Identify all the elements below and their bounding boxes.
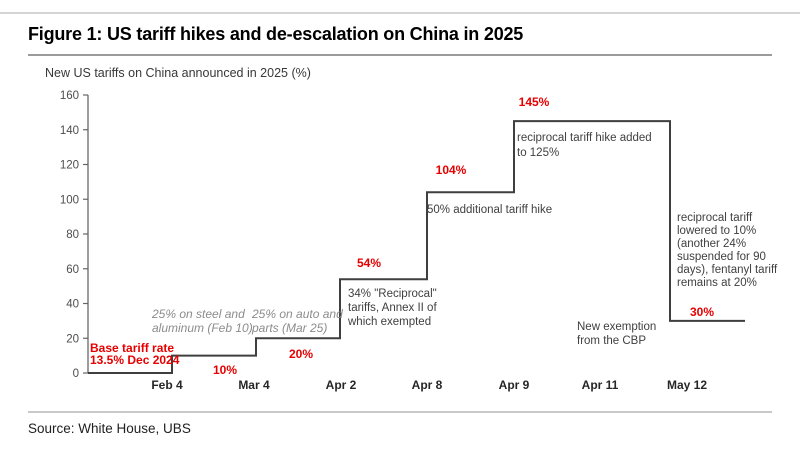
annotation-auto-line2: parts (Mar 25): [251, 321, 327, 335]
x-axis-label-apr8: Apr 8: [412, 378, 443, 392]
y-tick-label: 100: [60, 194, 79, 206]
annotation-steel-line2: aluminum (Feb 10): [152, 321, 253, 335]
figure-title: Figure 1: US tariff hikes and de-escalat…: [28, 24, 524, 44]
value-label-apr8: 104%: [436, 163, 467, 177]
annotation-hike-125: reciprocal tariff hike added to 125%: [517, 132, 652, 159]
x-axis-label-apr11: Apr 11: [582, 378, 619, 392]
annotation-steel-aluminum: 25% on steel and aluminum (Feb 10): [151, 307, 253, 335]
value-label-apr2: 54%: [357, 256, 381, 270]
y-tick-label: 80: [66, 229, 79, 241]
annotation-additional-50: 50% additional tariff hike: [427, 204, 552, 216]
annotation-auto-line1: 25% on auto and: [251, 307, 343, 321]
annotation-auto-parts: 25% on auto and parts (Mar 25): [251, 307, 343, 335]
value-label-feb4: 10%: [213, 363, 237, 377]
x-axis-label-mar4: Mar 4: [238, 378, 270, 392]
annotation-steel-line1: 25% on steel and: [151, 307, 245, 321]
base-tariff-note-line2: 13.5% Dec 2024: [90, 353, 180, 367]
annotation-may12-line1: reciprocal tariff: [677, 212, 753, 224]
annotation-may12-line3: (another 24%: [677, 238, 746, 250]
annotation-may12-line6: remains at 20%: [677, 277, 757, 289]
annotation-cbp-exemption: New exemption from the CBP: [577, 321, 656, 347]
base-tariff-note-line1: Base tariff rate: [90, 341, 174, 355]
annotation-reciprocal-34: 34% "Reciprocal" tariffs, Annex II of wh…: [347, 288, 437, 328]
value-label-may12: 30%: [690, 305, 714, 319]
annotation-reciprocal34-line1: 34% "Reciprocal": [348, 288, 437, 300]
x-axis-label-feb4: Feb 4: [151, 378, 183, 392]
annotation-may12-deescalation: reciprocal tariff lowered to 10% (anothe…: [677, 212, 778, 289]
y-tick-label: 0: [73, 368, 79, 380]
annotation-hike125-line1: reciprocal tariff hike added: [517, 132, 652, 144]
annotation-may12-line4: suspended for 90: [677, 251, 766, 263]
x-axis-label-may12: May 12: [667, 378, 707, 392]
x-axis-label-apr9: Apr 9: [499, 378, 530, 392]
annotation-reciprocal34-line3: which exempted: [347, 316, 431, 328]
annotation-cbp-line2: from the CBP: [577, 335, 646, 347]
page-top-border: [0, 12, 800, 14]
y-tick-label: 140: [60, 125, 79, 137]
annotation-may12-line5: days), fentanyl tariff: [677, 264, 778, 276]
annotation-cbp-line1: New exemption: [577, 321, 656, 333]
value-label-apr9: 145%: [519, 95, 550, 109]
footer-divider: [28, 411, 772, 413]
y-tick-label: 40: [66, 299, 79, 311]
title-divider: [28, 54, 772, 56]
base-tariff-note: Base tariff rate 13.5% Dec 2024: [90, 341, 180, 367]
y-tick-label: 120: [60, 160, 79, 172]
annotation-reciprocal34-line2: tariffs, Annex II of: [348, 302, 437, 314]
annotation-hike125-line2: to 125%: [517, 147, 559, 159]
source-text: Source: White House, UBS: [28, 421, 191, 436]
annotation-may12-line2: lowered to 10%: [677, 225, 756, 237]
x-axis-label-apr2: Apr 2: [326, 378, 357, 392]
tariff-step-line: [88, 120, 745, 374]
chart-subtitle: New US tariffs on China announced in 202…: [45, 66, 311, 80]
y-tick-label: 60: [66, 264, 79, 276]
y-tick-label: 160: [60, 90, 79, 102]
value-label-mar4: 20%: [289, 347, 313, 361]
y-tick-label: 20: [66, 333, 79, 345]
